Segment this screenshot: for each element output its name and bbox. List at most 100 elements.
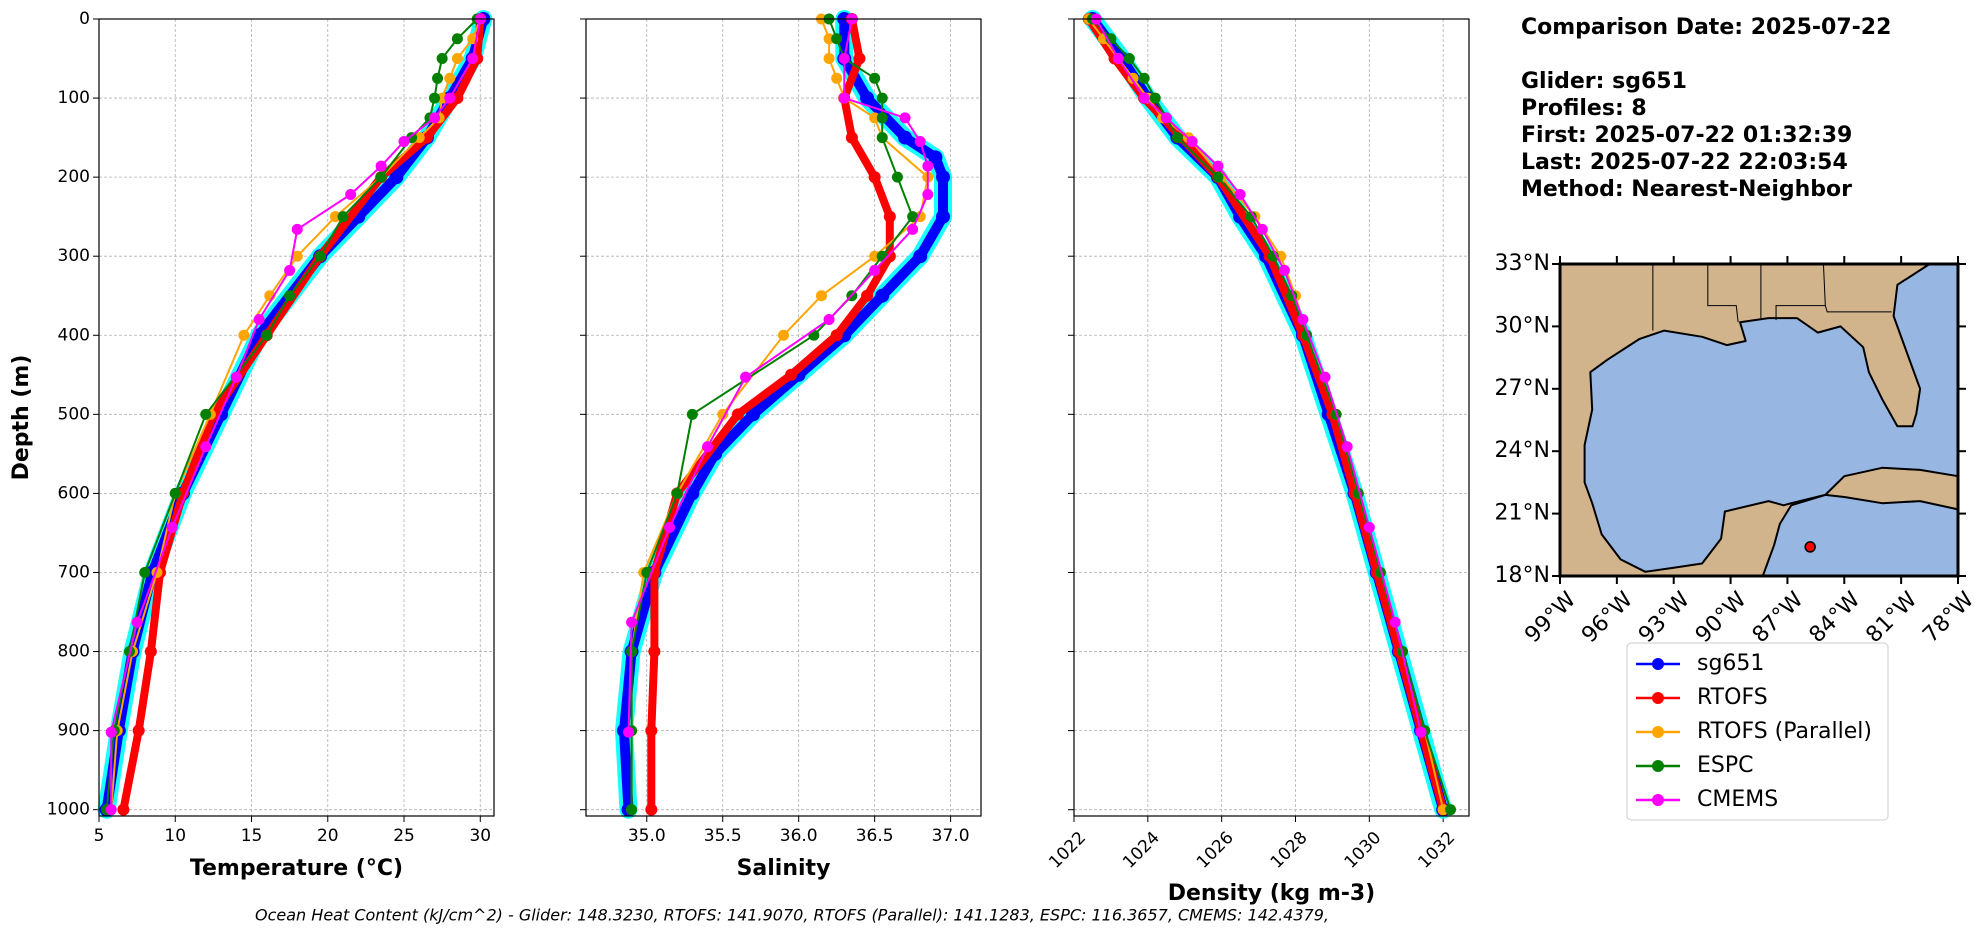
legend-marker xyxy=(1652,692,1664,704)
map-y-tick-label: 30°N xyxy=(1495,313,1550,338)
info-line: Comparison Date: 2025-07-22 xyxy=(1521,15,1891,40)
series-marker xyxy=(429,92,441,104)
map-x-tick-label: 84°W xyxy=(1805,587,1866,648)
info-line: Glider: sg651 xyxy=(1521,69,1687,94)
series-marker xyxy=(105,726,117,738)
series-marker xyxy=(830,329,843,342)
series-marker xyxy=(200,441,212,453)
map-border xyxy=(1775,263,1826,321)
x-tick-label: 36.5 xyxy=(856,826,894,846)
x-tick-label: 1024 xyxy=(1119,828,1164,873)
series-marker xyxy=(284,264,296,276)
legend-marker xyxy=(1652,794,1664,806)
series-marker xyxy=(876,132,888,144)
series-marker xyxy=(922,189,934,201)
series-marker xyxy=(375,171,387,183)
series-marker xyxy=(907,223,919,235)
legend-label: RTOFS xyxy=(1697,685,1768,710)
x-tick-label: 37.0 xyxy=(932,826,970,846)
series-marker xyxy=(869,264,881,276)
series-marker xyxy=(685,486,700,501)
map-y-tick-label: 27°N xyxy=(1495,376,1550,401)
legend-marker xyxy=(1652,726,1664,738)
y-tick-label: 100 xyxy=(58,88,90,108)
series-marker xyxy=(785,368,798,381)
series-marker xyxy=(891,171,903,183)
series-marker xyxy=(200,408,212,420)
x-tick-label: 35.5 xyxy=(704,826,742,846)
footnote: Ocean Heat Content (kJ/cm^2) - Glider: 1… xyxy=(255,906,1329,925)
series-marker xyxy=(1212,160,1224,172)
series-marker xyxy=(131,616,143,628)
series-marker xyxy=(451,33,463,45)
series-marker xyxy=(898,130,913,145)
series-marker xyxy=(876,250,888,262)
series-marker xyxy=(117,803,130,816)
series-marker xyxy=(823,313,835,325)
series-marker xyxy=(838,92,850,104)
map: 18°N 21°N 24°N 27°N 30°N 33°N 99°W96°W93°W90°W… xyxy=(1495,251,1980,648)
x-axis-label: Density (kg m-3) xyxy=(1168,881,1376,906)
panel: 35.0 35.5 36.0 36.5 37.0 Salinity xyxy=(580,10,982,881)
series-marker xyxy=(166,521,178,533)
legend-marker xyxy=(1652,760,1664,772)
map-border xyxy=(1824,305,1892,313)
legend-label: RTOFS (Parallel) xyxy=(1697,719,1872,744)
series-marker xyxy=(329,211,341,223)
plot-frame xyxy=(1073,18,1470,817)
series-marker xyxy=(1341,441,1353,453)
x-tick-label: 10 xyxy=(164,826,186,846)
y-tick-label: 400 xyxy=(58,325,90,345)
y-tick-label: 1000 xyxy=(47,800,90,820)
series-marker xyxy=(1123,53,1135,65)
series-marker xyxy=(429,112,441,124)
series-marker xyxy=(869,72,881,84)
map-y-tick-label: 33°N xyxy=(1495,251,1550,276)
series-marker xyxy=(907,211,919,223)
series-marker xyxy=(467,53,479,65)
y-tick-label: 500 xyxy=(58,404,90,424)
series-marker xyxy=(860,91,875,106)
series-marker xyxy=(626,616,638,628)
series-marker xyxy=(238,329,250,341)
series-marker xyxy=(808,329,820,341)
map-water xyxy=(1761,493,1959,577)
series-marker xyxy=(1445,804,1457,816)
series-marker xyxy=(1138,92,1150,104)
series-marker xyxy=(831,33,843,45)
series-marker xyxy=(746,407,761,422)
map-y-tick-label: 21°N xyxy=(1495,501,1550,526)
x-tick-label: 35.0 xyxy=(628,826,666,846)
series-marker xyxy=(1319,371,1331,383)
series-marker xyxy=(645,724,658,737)
series-marker xyxy=(626,804,638,816)
series-marker xyxy=(868,171,881,184)
plot-frame xyxy=(585,18,982,817)
map-y-tick-label: 24°N xyxy=(1495,438,1550,463)
map-y-tick-label: 18°N xyxy=(1495,563,1550,588)
series-marker xyxy=(413,132,425,144)
map-frame xyxy=(1558,262,1960,578)
y-tick-label: 600 xyxy=(58,483,90,503)
map-x-tick-label: 87°W xyxy=(1748,587,1809,648)
series-marker xyxy=(853,52,866,65)
series-marker xyxy=(1256,223,1268,235)
x-tick-label: 36.0 xyxy=(780,826,818,846)
series-marker xyxy=(105,804,117,816)
series-marker xyxy=(838,53,850,65)
y-tick-label: 300 xyxy=(58,246,90,266)
info-line: First: 2025-07-22 01:32:39 xyxy=(1521,123,1852,148)
series-marker xyxy=(169,487,181,499)
x-tick-label: 1032 xyxy=(1414,828,1459,873)
series-marker xyxy=(861,289,874,302)
series-marker xyxy=(883,210,896,223)
x-tick-label: 1022 xyxy=(1045,828,1090,873)
series-marker xyxy=(664,521,676,533)
series-marker xyxy=(831,72,843,84)
series-marker xyxy=(444,92,456,104)
series-line xyxy=(110,18,482,811)
series-marker xyxy=(913,249,928,264)
series-marker xyxy=(914,136,926,148)
series-marker xyxy=(345,189,357,201)
series-marker xyxy=(1415,726,1427,738)
